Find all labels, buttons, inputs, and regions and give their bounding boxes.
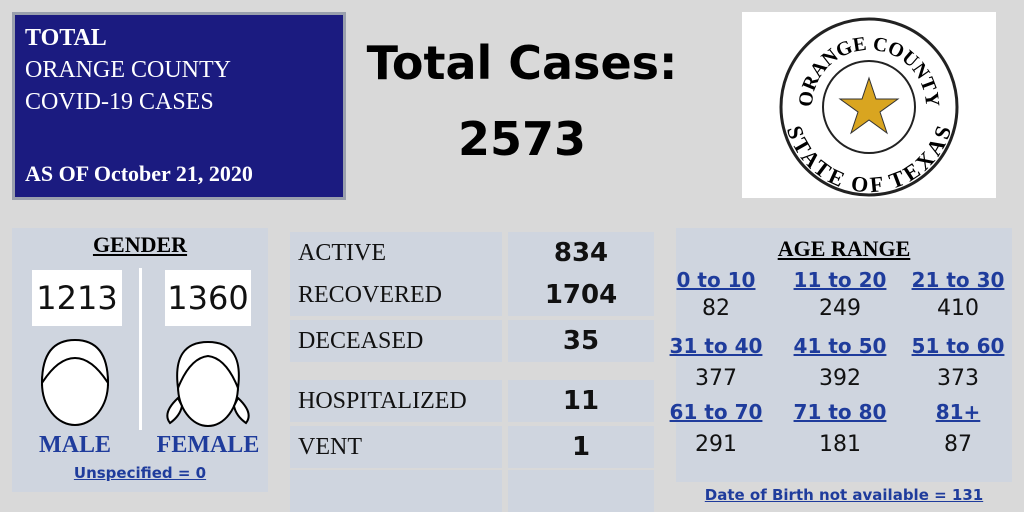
age-count: 87 xyxy=(944,432,972,457)
total-value: 2573 xyxy=(457,112,587,166)
faces xyxy=(40,338,250,427)
value-cell: 35 xyxy=(508,320,654,362)
row-label: HOSPITALIZED xyxy=(298,388,467,414)
female-label: FEMALE xyxy=(156,432,260,458)
value-cell: 834 xyxy=(508,232,654,274)
seal-inner xyxy=(822,60,916,154)
label-cell: HOSPITALIZED xyxy=(290,380,502,422)
pigtails xyxy=(166,396,250,425)
label-cell: VENT xyxy=(290,426,502,468)
total-label: Total Cases: xyxy=(366,36,678,90)
age-range: 0 to 10 xyxy=(676,268,756,292)
female-count: 1360 xyxy=(165,270,251,326)
value-cell: 1 xyxy=(508,426,654,468)
seal-box: ORANGE COUNTY STATE OF TEXAS xyxy=(742,12,996,198)
seal-bottom: STATE OF TEXAS xyxy=(782,122,956,197)
row-label: DECEASED xyxy=(298,328,424,354)
row-label: ACTIVE xyxy=(298,240,386,266)
age-range: 11 to 20 xyxy=(793,268,887,292)
age-range: 71 to 80 xyxy=(793,400,887,424)
value-cell xyxy=(508,470,654,512)
row-label: VENT xyxy=(298,434,362,460)
row-value: 35 xyxy=(562,326,600,356)
age-panel: AGE RANGE 0 to 10 82 11 to 20 249 21 to 30 41… xyxy=(670,228,1012,482)
star xyxy=(838,76,900,135)
seal-ring xyxy=(779,17,959,197)
row-label: RECOVERED xyxy=(298,282,442,308)
row-value: 834 xyxy=(553,238,609,268)
unspecified-note: Unspecified = 0 xyxy=(73,464,207,482)
header-box: TOTAL ORANGE COUNTY COVID-19 CASES AS OF O… xyxy=(12,12,346,200)
age-count: 181 xyxy=(819,432,861,457)
gender-title: GENDER xyxy=(92,232,188,257)
age-range: 21 to 30 xyxy=(911,268,1005,292)
value-cell: 1704 xyxy=(508,274,654,316)
male-count: 1213 xyxy=(32,270,122,326)
header-line: ORANGE COUNTY xyxy=(25,57,231,83)
label-cell xyxy=(290,470,502,512)
label-cell: DECEASED xyxy=(290,320,502,362)
age-count: 249 xyxy=(819,296,861,321)
label-cell: RECOVERED xyxy=(290,274,502,316)
row-value: 1 xyxy=(571,432,591,462)
age-count: 373 xyxy=(937,366,979,391)
status-table: ACTIVE 834 RECOVERED 1704 DECEASED 35 xyxy=(290,228,654,368)
seal-bottom-text: STATE OF TEXAS xyxy=(782,122,956,197)
male-hair xyxy=(40,338,110,387)
care-table: HOSPITALIZED 11 VENT 1 xyxy=(290,376,654,512)
age-count: 392 xyxy=(819,366,861,391)
divider xyxy=(139,268,142,430)
row-value: 11 xyxy=(562,386,600,416)
header-line: TOTAL xyxy=(25,25,107,51)
age-range: 31 to 40 xyxy=(669,334,763,358)
dob-note: Date of Birth not available = 131 xyxy=(704,486,984,504)
age-count: 377 xyxy=(695,366,737,391)
age-range: 81+ xyxy=(935,400,981,424)
header-line: COVID-19 CASES xyxy=(25,89,214,115)
age-title: AGE RANGE xyxy=(777,236,911,261)
male-label: MALE xyxy=(39,432,111,458)
female-hair xyxy=(176,340,240,392)
gender-panel: GENDER 1213 1360 MALE FEMALE Unspecified… xyxy=(12,228,268,492)
age-range: 51 to 60 xyxy=(911,334,1005,358)
age-count: 410 xyxy=(937,296,979,321)
seal: ORANGE COUNTY STATE OF TEXAS xyxy=(779,17,959,197)
row-value: 1704 xyxy=(544,280,618,310)
age-count: 291 xyxy=(695,432,737,457)
label-cell: ACTIVE xyxy=(290,232,502,274)
age-count: 82 xyxy=(702,296,730,321)
as-of: AS OF October 21, 2020 xyxy=(25,161,253,186)
age-range: 41 to 50 xyxy=(793,334,887,358)
age-range: 61 to 70 xyxy=(669,400,763,424)
value-cell: 11 xyxy=(508,380,654,422)
